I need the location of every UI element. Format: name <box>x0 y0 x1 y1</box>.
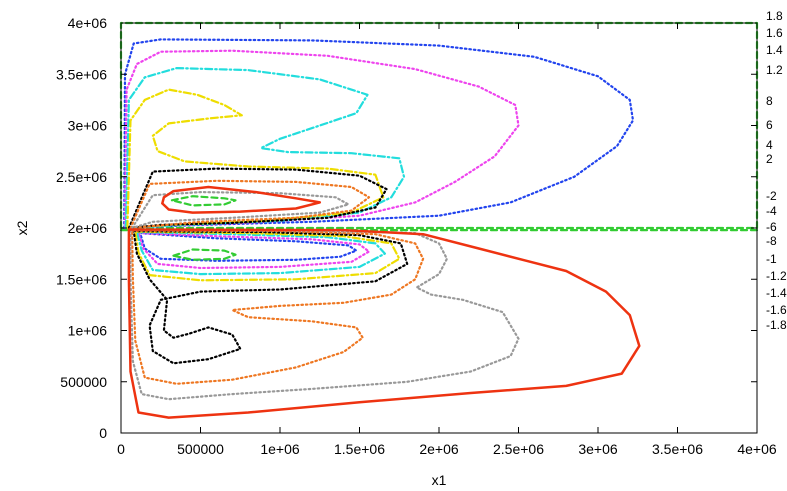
contour-line-5 <box>127 167 388 230</box>
contour-line-1 <box>123 38 635 230</box>
contour-line-9 <box>170 195 237 207</box>
y-tick-label-0: 0 <box>99 425 107 441</box>
legend-label-10: -6 <box>766 220 777 234</box>
contour-line-13 <box>135 231 386 276</box>
contour-line-12 <box>137 232 371 270</box>
contour-line-3 <box>124 66 406 230</box>
legend: 1.8 1.6 1.4 1.2 8 6 42 -2-4 -6-8 -1 -1.2 -1.4 -1.6-1… <box>766 9 787 332</box>
legend-label-0: 1.8 <box>766 9 783 23</box>
legend-label-2: 1.4 <box>766 43 783 57</box>
legend-label-5: 6 <box>766 118 773 132</box>
contour-line-16 <box>131 229 425 385</box>
y-tick-label-4: 2e+06 <box>68 220 108 236</box>
series-layer <box>119 21 759 419</box>
x-tick-label-4: 2e+06 <box>419 441 459 457</box>
x-tick-label-8: 4e+06 <box>737 441 777 457</box>
y-tick-label-3: 1.5e+06 <box>56 271 107 287</box>
legend-label-7: 2 <box>766 152 773 166</box>
y-tick-label-8: 4e+06 <box>68 15 108 31</box>
legend-label-1: 1.6 <box>766 26 783 40</box>
contour-line-8 <box>161 185 322 214</box>
contour-line-19 <box>172 248 237 261</box>
x-tick-label-3: 1.5e+06 <box>334 441 385 457</box>
contour-line-15 <box>132 230 409 365</box>
contour-line-7 <box>131 191 350 230</box>
x-axis-label: x1 <box>432 472 447 488</box>
y-tick-label-7: 3.5e+06 <box>56 66 107 82</box>
contour-line-6 <box>129 179 371 230</box>
legend-label-14: -1.4 <box>766 286 787 300</box>
x-tick-label-6: 3e+06 <box>578 441 618 457</box>
contour-line-18 <box>127 228 641 419</box>
y-tick-label-5: 2.5e+06 <box>56 169 107 185</box>
legend-label-11: -8 <box>766 234 777 248</box>
y-tick-label-6: 3e+06 <box>68 118 108 134</box>
contour-line-14 <box>134 230 401 282</box>
legend-label-12: -1 <box>766 252 777 266</box>
legend-label-4: 8 <box>766 94 773 108</box>
x-tick-label-7: 3.5e+06 <box>652 441 703 457</box>
contour-line-11 <box>139 232 358 262</box>
legend-label-8: -2 <box>766 189 777 203</box>
tick-layer: 0 500000 1e+06 1.5e+06 2e+06 2.5e+06 3e+06 3.5e… <box>56 15 777 457</box>
y-tick-label-1: 500000 <box>60 374 107 390</box>
x-tick-label-0: 0 <box>117 441 125 457</box>
x-tick-label-5: 2.5e+06 <box>493 441 544 457</box>
contour-line-4 <box>126 88 385 230</box>
legend-label-16: -1.8 <box>766 318 787 332</box>
contour-line-17 <box>129 229 520 401</box>
contour-line-2 <box>123 49 520 230</box>
y-tick-label-2: 1e+06 <box>68 323 108 339</box>
legend-label-13: -1.2 <box>766 269 787 283</box>
legend-label-3: 1.2 <box>766 63 783 77</box>
legend-label-6: 4 <box>766 138 773 152</box>
x-tick-label-1: 500000 <box>177 441 224 457</box>
x-tick-label-2: 1e+06 <box>260 441 300 457</box>
legend-label-15: -1.6 <box>766 303 787 317</box>
y-axis-label: x2 <box>14 220 30 235</box>
legend-label-9: -4 <box>766 204 777 218</box>
